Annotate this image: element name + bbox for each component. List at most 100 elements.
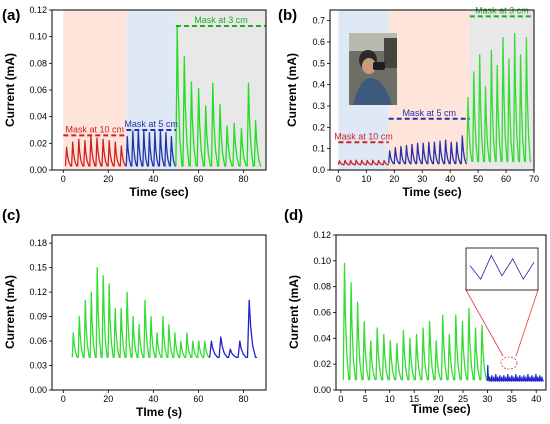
series-line-d-0 (342, 262, 488, 381)
series-c (71, 266, 257, 359)
series-line-c-1 (209, 299, 257, 359)
ylabel-d: Current (mA) (287, 275, 301, 349)
ytick-label-d-6: 0.12 (313, 230, 331, 240)
annotation-label-b-1: Mask at 5 cm (402, 108, 456, 118)
ytick-label-b-6: 0.6 (312, 37, 325, 47)
panel-label-a: (a) (2, 7, 20, 24)
ytick-label-a-5: 0.10 (29, 32, 47, 42)
photo-equipment (384, 38, 397, 68)
xlabel-b: Time (sec) (402, 185, 461, 199)
panel-a: (a) 0 20 40 60 80 0.00 0.02 0.04 0.06 0.08 0.10 0.1… (2, 5, 267, 199)
inset-box (465, 247, 539, 291)
annotation-label-b-0: Mask at 10 cm (334, 131, 393, 141)
ytick-label-b-1: 0.1 (312, 144, 325, 154)
xtick-label-b-4: 40 (445, 174, 455, 184)
series-line-a-2 (175, 25, 262, 167)
xtick-label-b-2: 20 (389, 174, 399, 184)
series-line-b-2 (466, 32, 532, 163)
xtick-label-d-3: 15 (409, 394, 419, 404)
series-line-c-0 (71, 266, 210, 359)
panel-label-b: (b) (278, 7, 297, 24)
xtick-label-c-3: 60 (193, 394, 203, 404)
xtick-label-b-7: 70 (529, 174, 539, 184)
ytick-label-c-0: 0.00 (29, 385, 47, 395)
series-a (64, 25, 262, 167)
region-a-1 (126, 10, 176, 170)
series-d (342, 262, 544, 382)
ytick-label-b-3: 0.3 (312, 101, 325, 111)
photo-shirt (353, 78, 392, 105)
xtick-label-d-7: 35 (507, 394, 517, 404)
region-a-2 (175, 10, 266, 170)
ylabel-c: Current (mA) (3, 275, 17, 349)
ytick-label-d-5: 0.10 (313, 256, 331, 266)
xtick-label-b-5: 50 (473, 174, 483, 184)
panel-c: (c) 0 20 40 60 80 0.00 0.03 0.06 0.09 0.12 0.15 0.1… (2, 207, 267, 419)
ylabel-a: Current (mA) (3, 53, 17, 127)
xtick-label-c-1: 20 (103, 394, 113, 404)
ticks-a: 0 20 40 60 80 0.00 0.02 0.04 0.06 0.08 0.10 0.12 (29, 5, 248, 184)
zoom-line-right (515, 289, 539, 357)
xtick-label-c-4: 80 (238, 394, 248, 404)
ytick-label-b-2: 0.2 (312, 122, 325, 132)
xtick-label-a-3: 60 (193, 174, 203, 184)
ytick-label-c-4: 0.12 (29, 287, 47, 297)
ytick-label-a-1: 0.02 (29, 138, 47, 148)
annotation-label-a-2: Mask at 3 cm (194, 15, 248, 25)
panel-label-d: (d) (284, 207, 303, 224)
photo-face (362, 58, 376, 74)
xtick-label-b-6: 60 (501, 174, 511, 184)
axes-frame-a (51, 9, 267, 171)
panel-d: (d) 0 5 10 15 20 25 30 35 40 0.00 0.02 0.04 0.06 0.08… (284, 207, 547, 416)
xtick-label-a-4: 80 (238, 174, 248, 184)
ytick-label-b-7: 0.7 (312, 16, 325, 26)
ytick-label-a-2: 0.04 (29, 112, 47, 122)
ytick-label-b-4: 0.4 (312, 80, 325, 90)
series-line-d-1 (486, 364, 544, 382)
xlabel-c: TIme (s) (136, 405, 182, 419)
xtick-label-a-1: 20 (103, 174, 113, 184)
xtick-label-b-3: 30 (417, 174, 427, 184)
ytick-label-a-6: 0.12 (29, 5, 47, 15)
xtick-label-d-8: 40 (531, 394, 541, 404)
zoom-inset (465, 247, 539, 370)
ytick-label-d-0: 0.00 (313, 385, 331, 395)
xtick-label-d-5: 25 (458, 394, 468, 404)
ytick-label-d-3: 0.06 (313, 308, 331, 318)
series-line-a-0 (64, 136, 127, 167)
axes-frame-d (335, 234, 547, 391)
ytick-label-a-0: 0.00 (29, 165, 47, 175)
annotation-label-a-0: Mask at 10 cm (66, 124, 125, 134)
ytick-label-a-3: 0.06 (29, 85, 47, 95)
ytick-label-d-2: 0.04 (313, 333, 331, 343)
ytick-label-d-1: 0.02 (313, 359, 331, 369)
panel-b: (b) 0 10 20 30 40 50 60 70 0.0 0.1 0.2 0.3 0.4 0.5 0.6… (278, 5, 539, 199)
ytick-label-c-6: 0.18 (29, 238, 47, 248)
zoom-circle (500, 356, 518, 370)
ytick-label-c-3: 0.09 (29, 312, 47, 322)
series-line-b-0 (337, 159, 389, 166)
axes-frame-b (329, 9, 535, 171)
ylabel-b: Current (mA) (285, 53, 299, 127)
annotation-label-a-1: Mask at 5 cm (124, 119, 178, 129)
series-line-b-1 (388, 135, 467, 165)
photo-inset (349, 33, 397, 105)
ytick-label-c-1: 0.03 (29, 361, 47, 371)
series-line-a-1 (125, 129, 176, 167)
panel-label-c: (c) (2, 207, 20, 224)
ytick-label-a-4: 0.08 (29, 58, 47, 68)
ytick-label-c-5: 0.15 (29, 263, 47, 273)
xtick-label-d-6: 30 (482, 394, 492, 404)
ytick-label-c-2: 0.06 (29, 336, 47, 346)
photo-mask (373, 62, 385, 70)
ticks-c: 0 20 40 60 80 0.00 0.03 0.06 0.09 0.12 0.15 0.18 (29, 238, 248, 404)
xtick-label-d-4: 20 (434, 394, 444, 404)
ytick-label-d-4: 0.08 (313, 282, 331, 292)
series-b (337, 32, 532, 166)
ticks-b: 0 10 20 30 40 50 60 70 0.0 0.1 0.2 0.3 0.4 0.5 0.6 0.7 (312, 16, 539, 184)
xtick-label-a-0: 0 (61, 174, 66, 184)
ytick-label-b-0: 0.0 (312, 165, 325, 175)
xtick-label-d-1: 5 (363, 394, 368, 404)
